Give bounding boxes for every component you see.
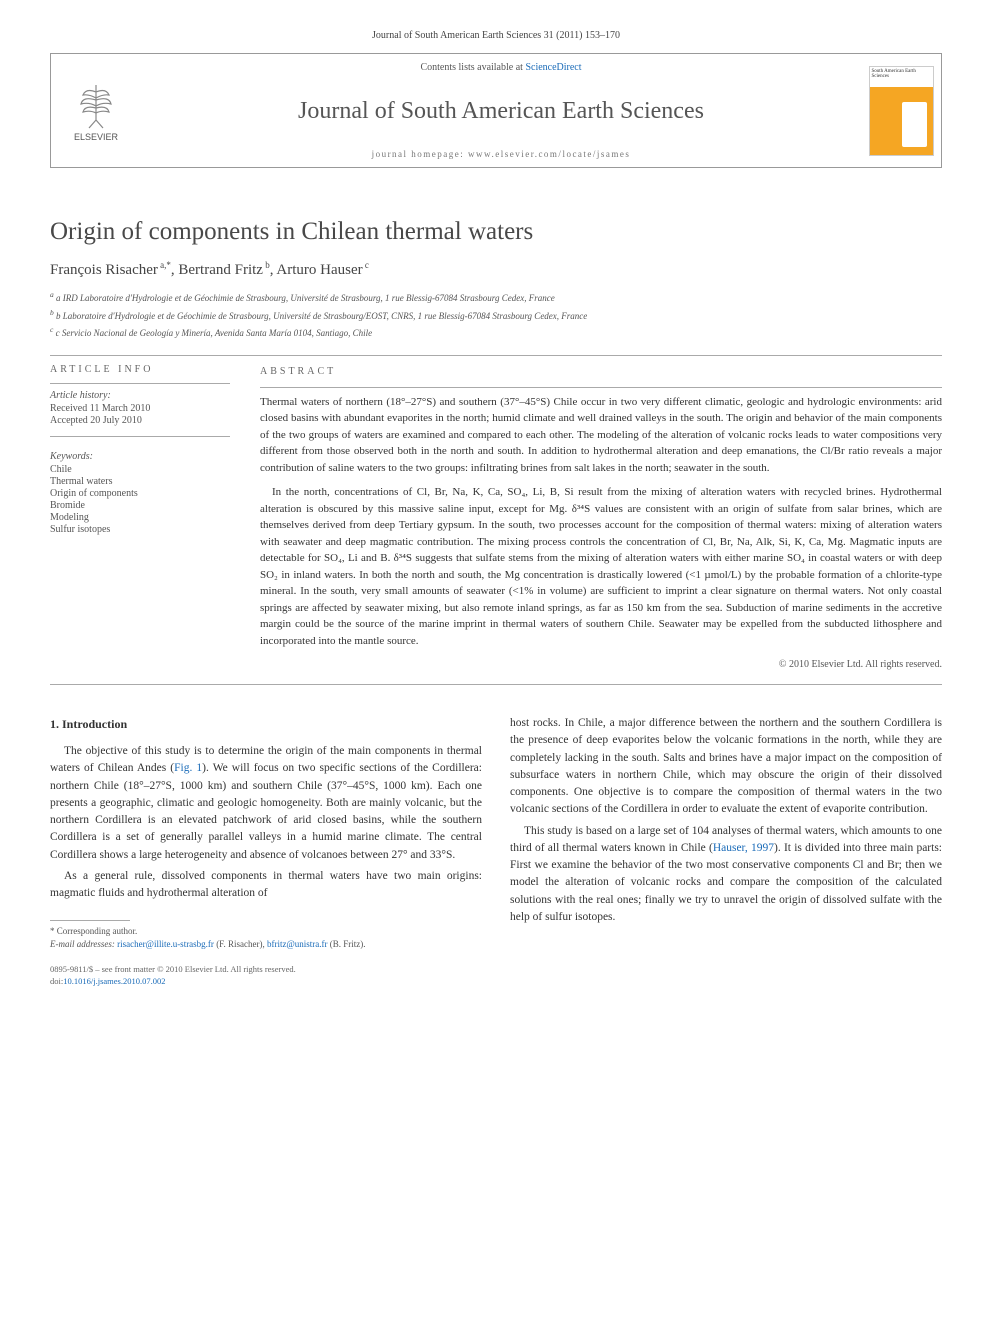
author-2: Bertrand Fritz — [178, 262, 263, 278]
footnotes: * Corresponding author. E-mail addresses… — [50, 925, 482, 950]
abstract-p1: Thermal waters of northern (18°–27°S) an… — [260, 394, 942, 477]
email-addresses: E-mail addresses: risacher@illite.u-stra… — [50, 938, 482, 951]
history-received: Received 11 March 2010 — [50, 403, 230, 414]
keyword-1: Chile — [50, 464, 230, 475]
email-2-who: (B. Fritz). — [330, 939, 366, 949]
journal-title: Journal of South American Earth Sciences — [151, 98, 851, 125]
fig-1-link[interactable]: Fig. 1 — [174, 762, 202, 774]
divider — [50, 355, 942, 356]
article-info: ARTICLE INFO Article history: Received 1… — [50, 364, 230, 673]
authors: François Risacher a,*, Bertrand Fritz b,… — [50, 260, 942, 279]
cover-title: South American Earth Sciences — [870, 67, 933, 87]
intro-p3: host rocks. In Chile, a major difference… — [510, 715, 942, 819]
abstract: ABSTRACT Thermal waters of northern (18°… — [260, 364, 942, 673]
history-heading: Article history: — [50, 390, 230, 401]
contents-prefix: Contents lists available at — [420, 62, 525, 73]
contents-available: Contents lists available at ScienceDirec… — [151, 62, 851, 73]
abstract-heading: ABSTRACT — [260, 364, 942, 379]
abstract-copyright: © 2010 Elsevier Ltd. All rights reserved… — [260, 657, 942, 672]
affiliation-c: c c Servicio Nacional de Geología y Mine… — [50, 324, 942, 341]
keyword-2: Thermal waters — [50, 476, 230, 487]
affiliation-a: a a IRD Laboratoire d'Hydrologie et de G… — [50, 289, 942, 306]
doi-link[interactable]: 10.1016/j.jsames.2010.07.002 — [63, 976, 165, 986]
author-1: François Risacher — [50, 262, 158, 278]
doi-label: doi: — [50, 976, 63, 986]
author-3: Arturo Hauser — [276, 262, 362, 278]
intro-p1: The objective of this study is to determ… — [50, 743, 482, 864]
corresponding-author: * Corresponding author. — [50, 925, 482, 938]
issn-line: 0895-9811/$ – see front matter © 2010 El… — [50, 964, 482, 976]
author-2-affil: b — [263, 260, 270, 270]
elsevier-label: ELSEVIER — [74, 132, 118, 142]
body-columns: 1. Introduction The objective of this st… — [50, 715, 942, 988]
bottom-copyright: 0895-9811/$ – see front matter © 2010 El… — [50, 964, 482, 988]
cover-map-icon — [902, 102, 927, 147]
divider — [50, 684, 942, 685]
article-title: Origin of components in Chilean thermal … — [50, 218, 942, 246]
keyword-3: Origin of components — [50, 488, 230, 499]
sciencedirect-link[interactable]: ScienceDirect — [525, 62, 581, 73]
keyword-5: Modeling — [50, 512, 230, 523]
author-3-affil: c — [363, 260, 369, 270]
keyword-6: Sulfur isotopes — [50, 524, 230, 535]
elsevier-tree-icon — [71, 80, 121, 130]
column-right: host rocks. In Chile, a major difference… — [510, 715, 942, 988]
section-1-heading: 1. Introduction — [50, 715, 482, 733]
email-1-link[interactable]: risacher@illite.u-strasbg.fr — [117, 939, 214, 949]
elsevier-logo: ELSEVIER — [51, 54, 141, 167]
affiliations: a a IRD Laboratoire d'Hydrologie et de G… — [50, 289, 942, 341]
keyword-4: Bromide — [50, 500, 230, 511]
keywords-heading: Keywords: — [50, 451, 230, 462]
column-left: 1. Introduction The objective of this st… — [50, 715, 482, 988]
author-1-corr: * — [166, 260, 171, 270]
affiliation-b: b b Laboratoire d'Hydrologie et de Géoch… — [50, 307, 942, 324]
journal-reference: Journal of South American Earth Sciences… — [50, 30, 942, 41]
email-1-who: (F. Risacher), — [216, 939, 265, 949]
intro-p4: This study is based on a large set of 10… — [510, 823, 942, 927]
journal-header: ELSEVIER Contents lists available at Sci… — [50, 53, 942, 168]
intro-p2: As a general rule, dissolved components … — [50, 868, 482, 903]
email-2-link[interactable]: bfritz@unistra.fr — [267, 939, 328, 949]
article-info-heading: ARTICLE INFO — [50, 364, 230, 375]
footnote-separator — [50, 920, 130, 921]
hauser-1997-link[interactable]: Hauser, 1997 — [713, 842, 774, 854]
abstract-p2: In the north, concentrations of Cl, Br, … — [260, 484, 942, 649]
journal-homepage: journal homepage: www.elsevier.com/locat… — [151, 149, 851, 159]
history-accepted: Accepted 20 July 2010 — [50, 415, 230, 426]
journal-cover-thumb: South American Earth Sciences — [861, 54, 941, 167]
